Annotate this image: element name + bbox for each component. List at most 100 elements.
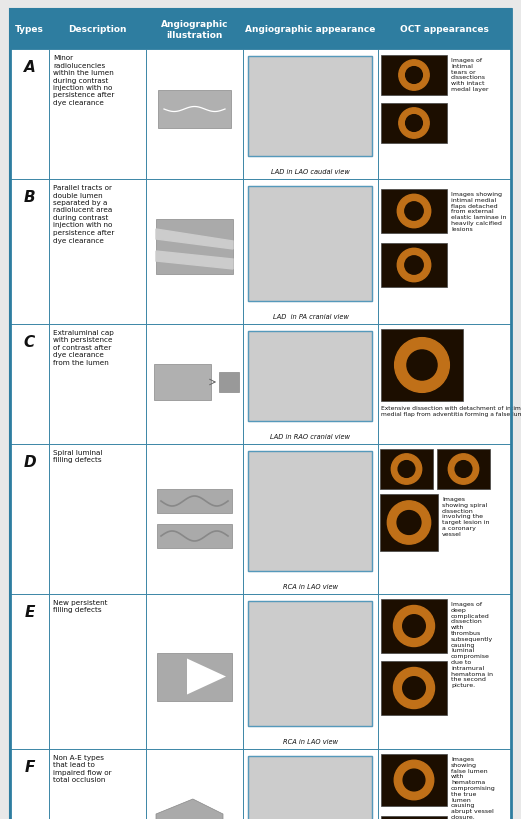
Polygon shape [156, 251, 233, 269]
Bar [146, 749, 243, 819]
Text: RCA in LAO view: RCA in LAO view [283, 738, 338, 744]
Text: B: B [23, 190, 35, 205]
Bar [49, 749, 146, 819]
Bar [248, 57, 372, 156]
Text: Angiographic appearance: Angiographic appearance [245, 25, 376, 34]
Bar [49, 50, 146, 180]
Bar [49, 180, 146, 324]
Bar [243, 324, 378, 445]
Text: Description: Description [68, 25, 127, 34]
Text: Images of
Intimal
tears or
dissections
with intact
medal layer: Images of Intimal tears or dissections w… [451, 58, 489, 92]
Circle shape [399, 109, 429, 139]
Bar [158, 91, 231, 129]
Text: C: C [24, 335, 35, 350]
Bar [146, 445, 243, 595]
Circle shape [397, 511, 421, 535]
Circle shape [394, 338, 449, 393]
Bar [49, 10, 146, 50]
Text: A: A [23, 60, 35, 75]
Text: Types: Types [15, 25, 44, 34]
Bar [146, 50, 243, 180]
Bar [248, 332, 372, 422]
Bar [380, 450, 433, 490]
Text: Images
showing
false lumen
with
hematoma
compromising
the true
lumen
causing
abr: Images showing false lumen with hematoma… [451, 756, 496, 819]
Bar [380, 495, 438, 551]
Bar [381, 754, 447, 806]
Bar [146, 180, 243, 324]
Bar [381, 329, 463, 401]
Bar [146, 595, 243, 749]
Bar [243, 50, 378, 180]
Bar [10, 595, 49, 749]
Bar [248, 332, 372, 422]
Bar [49, 445, 146, 595]
Circle shape [406, 115, 423, 132]
Bar [248, 601, 372, 726]
Bar [10, 749, 49, 819]
Circle shape [387, 501, 431, 545]
Circle shape [406, 67, 423, 84]
Bar [10, 50, 49, 180]
Bar [381, 190, 447, 233]
Bar [10, 180, 49, 324]
Bar [378, 324, 511, 445]
Bar [248, 57, 372, 156]
Bar [248, 601, 372, 726]
Circle shape [399, 61, 429, 91]
Bar [381, 104, 447, 144]
Text: Minor
radiolucencies
within the lumen
during contrast
injection with no
persiste: Minor radiolucencies within the lumen du… [53, 55, 115, 106]
Bar [381, 600, 447, 654]
Circle shape [405, 256, 423, 275]
Bar [243, 595, 378, 749]
Text: Extensive dissection with detachment of intimal
medial flap from adventitia form: Extensive dissection with detachment of … [381, 405, 521, 416]
Text: E: E [24, 604, 35, 619]
Bar [49, 324, 146, 445]
Bar [378, 445, 511, 595]
Bar [146, 10, 243, 50]
Bar [381, 661, 447, 715]
Bar [378, 50, 511, 180]
Bar [248, 451, 372, 572]
Polygon shape [187, 658, 226, 695]
Circle shape [403, 676, 425, 699]
Text: Non A-E types
that lead to
impaired flow or
total occlusion: Non A-E types that lead to impaired flow… [53, 754, 111, 782]
Circle shape [398, 195, 431, 229]
Circle shape [455, 461, 472, 477]
Bar [10, 324, 49, 445]
Bar [146, 324, 243, 445]
Text: D: D [23, 455, 36, 469]
Bar [381, 816, 447, 819]
Text: New persistent
filling defects: New persistent filling defects [53, 600, 107, 613]
Bar [154, 364, 211, 400]
Circle shape [448, 455, 479, 485]
Bar [248, 756, 372, 819]
Bar [157, 524, 232, 549]
Text: F: F [24, 759, 35, 774]
Bar [437, 450, 490, 490]
Text: LAD in LAO caudal view: LAD in LAO caudal view [271, 169, 350, 174]
Text: Images
showing spiral
dissection
involving the
target lesion in
a coronary
vesse: Images showing spiral dissection involvi… [442, 496, 490, 536]
Bar [243, 180, 378, 324]
Bar [378, 180, 511, 324]
Circle shape [403, 769, 425, 791]
Text: Angiographic
illustration: Angiographic illustration [161, 20, 228, 39]
Bar [381, 56, 447, 96]
Circle shape [398, 461, 415, 477]
Bar [243, 10, 378, 50]
Bar [243, 445, 378, 595]
Circle shape [398, 249, 431, 283]
Bar [248, 756, 372, 819]
Circle shape [394, 760, 434, 800]
Bar [243, 749, 378, 819]
Bar [378, 595, 511, 749]
Circle shape [393, 606, 435, 647]
Bar [156, 219, 233, 274]
Bar [10, 10, 49, 50]
Circle shape [393, 667, 435, 708]
Bar [378, 749, 511, 819]
Polygon shape [156, 229, 233, 250]
Text: RCA in LAO view: RCA in LAO view [283, 583, 338, 590]
Text: LAD in RAO cranial view: LAD in RAO cranial view [270, 433, 351, 440]
Text: OCT appearances: OCT appearances [400, 25, 489, 34]
Bar [248, 451, 372, 572]
